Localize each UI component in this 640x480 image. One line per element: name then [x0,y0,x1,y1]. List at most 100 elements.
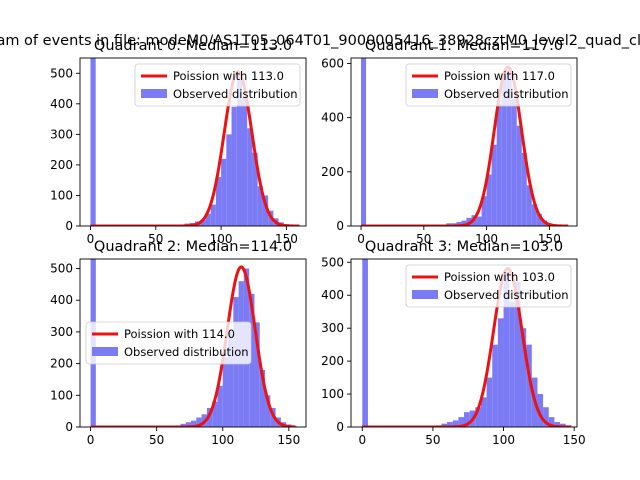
quadrant-2-hist-bar [249,293,255,427]
quadrant-0-hist-bar [221,158,227,226]
quadrant-3-xtick-label: 150 [563,433,586,447]
quadrant-0-poisson-curve [89,70,301,226]
quadrant-3-hist-bar [543,407,549,427]
quadrant-0-legend-poisson-label: Poission with 113.0 [173,69,284,83]
quadrant-3-hist-bar [548,417,555,427]
quadrant-1-ytick-label: 200 [321,165,344,179]
figure-suptitle: Histogram of events in file: modeM0/AS1T… [0,33,640,49]
quadrant-0-hist-bar [257,186,263,226]
quadrant-3-ytick-label: 500 [321,255,344,269]
quadrant-2-hist-bar [265,395,271,427]
quadrant-3-poisson-curve [361,267,573,427]
quadrant-0-xtick-label: 150 [275,232,298,246]
quadrant-1-title: Quadrant 1: Median=117.0 [365,38,563,54]
quadrant-2-hist-bar [180,423,186,427]
quadrant-3-hist-bar [480,397,487,427]
quadrant-0-hist-bar [226,134,232,226]
quadrant-1-hist-bar [461,220,467,226]
quadrant-0-ytick-label: 500 [50,66,73,80]
quadrant-1-hist-bar [486,174,492,226]
quadrant-3-hist-bar [526,344,532,427]
quadrant-2-hist-bar [212,401,218,427]
quadrant-1-legend-box [405,63,572,107]
quadrant-2-hist-bar [222,357,229,427]
quadrant-1-ytick-label: 600 [321,56,344,70]
quadrant-1-hist-bar [491,144,497,226]
quadrant-0-hist-bar [252,152,258,226]
quadrant-0-ytick-label: 400 [50,97,73,111]
quadrant-1-xtick-label: 50 [416,232,431,246]
quadrant-2-legend-box [85,321,252,365]
quadrant-3-ytick-label: 0 [336,420,344,434]
quadrant-1-hist-bar [526,185,532,226]
quadrant-3-hist-bar [492,344,498,427]
quadrant-2-hist-bar [254,322,260,427]
quadrant-3-xtick-label: 100 [492,433,515,447]
quadrant-1-hist-bar [521,152,527,226]
quadrant-0-hist-bar [90,58,96,226]
quadrant-3-hist-bar [452,420,459,427]
quadrant-0-hist-bar [215,177,222,226]
quadrant-0-ytick-label: 300 [50,127,73,141]
quadrant-1-xtick-label: 0 [357,232,365,246]
quadrant-3-legend-hist-swatch [412,290,438,299]
quadrant-1-hist-bar [501,74,507,226]
quadrant-3-hist-bar [464,412,470,427]
quadrant-1-hist-bar [361,58,367,226]
quadrant-0-panel: Quadrant 0: Median=113.0 0 50 100 150 0 100 200… [50,38,307,246]
quadrant-2-panel: Quadrant 2: Median=114.0 0 50 100 150 0 100 200… [50,239,307,447]
quadrant-0-legend-observed-label: Observed distribution [173,87,298,101]
quadrant-0-ytick-label: 200 [50,158,73,172]
quadrant-1-ytick-label: 0 [336,219,344,233]
quadrant-3-hist-bar [520,328,527,427]
quadrant-2-ytick-label: 0 [65,420,73,434]
quadrant-1-hist-bar [456,221,462,226]
quadrant-0-ytick-label: 100 [50,188,73,202]
quadrant-2-ytick-label: 500 [50,262,73,276]
quadrant-3-title: Quadrant 3: Median=103.0 [365,239,563,255]
quadrant-3-xtick-label: 50 [425,433,440,447]
quadrant-2-ytick-label: 300 [50,325,73,339]
quadrant-0-xtick-label: 0 [87,232,95,246]
quadrant-3-legend-observed-label: Observed distribution [444,288,569,302]
quadrant-1-hist-bar [481,196,487,226]
quadrant-1-hist-bar [496,104,502,226]
quadrant-2-title: Quadrant 2: Median=114.0 [94,239,292,255]
quadrant-0-legend: Poission with 113.0 Observed distribution [134,63,301,107]
quadrant-0-hist-bar [200,219,206,226]
quadrant-1-ytick-label: 400 [321,111,344,125]
quadrant-2-ytick-label: 100 [50,388,73,402]
quadrant-1-legend-observed-label: Observed distribution [444,87,569,101]
quadrant-2-hist-bar [196,417,202,427]
quadrant-0-hist-bar [231,106,237,226]
quadrant-2-ytick-label: 200 [50,357,73,371]
quadrant-0-hist-bar [262,195,269,226]
quadrant-3-hist-bar [509,301,515,427]
quadrant-1-plot-area [360,58,570,226]
quadrant-1-hist-bar [476,216,482,226]
quadrant-2-axes-frame [79,258,307,428]
quadrant-2-legend-observed-label: Observed distribution [124,345,249,359]
quadrant-3-legend-poisson-label: Poission with 103.0 [444,270,555,284]
quadrant-2-xtick-label: 0 [87,433,95,447]
quadrant-3-hist-bar [514,282,521,427]
quadrant-2-hist-bar [185,422,192,427]
quadrant-3-hist-bar [497,318,504,427]
quadrant-0-ytick-label: 0 [65,219,73,233]
quadrant-0-hist-bar [210,204,216,226]
quadrant-2-legend-hist-swatch [92,347,118,356]
quadrant-3-hist-bar [458,417,464,427]
quadrant-2-xtick-label: 50 [149,433,164,447]
quadrant-1-legend-poisson-label: Poission with 117.0 [444,69,555,83]
quadrant-1-xtick-label: 150 [538,232,561,246]
quadrant-3-ytick-label: 300 [321,321,344,335]
quadrant-1-hist-bar [516,125,522,226]
quadrant-1-poisson-curve [360,65,570,226]
quadrant-3-ytick-label: 400 [321,288,344,302]
quadrant-0-plot-area [89,58,301,226]
quadrant-3-ytick-label: 200 [321,354,344,368]
quadrant-3-hist-bar [486,377,493,427]
quadrant-2-xtick-label: 100 [211,433,234,447]
